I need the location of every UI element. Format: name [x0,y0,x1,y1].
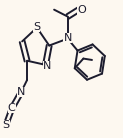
Text: S: S [33,22,40,32]
Text: N: N [17,87,25,97]
Text: O: O [77,5,86,15]
Text: S: S [3,120,10,130]
Text: N: N [43,61,51,71]
Text: C: C [8,103,16,113]
Text: N: N [63,33,72,43]
